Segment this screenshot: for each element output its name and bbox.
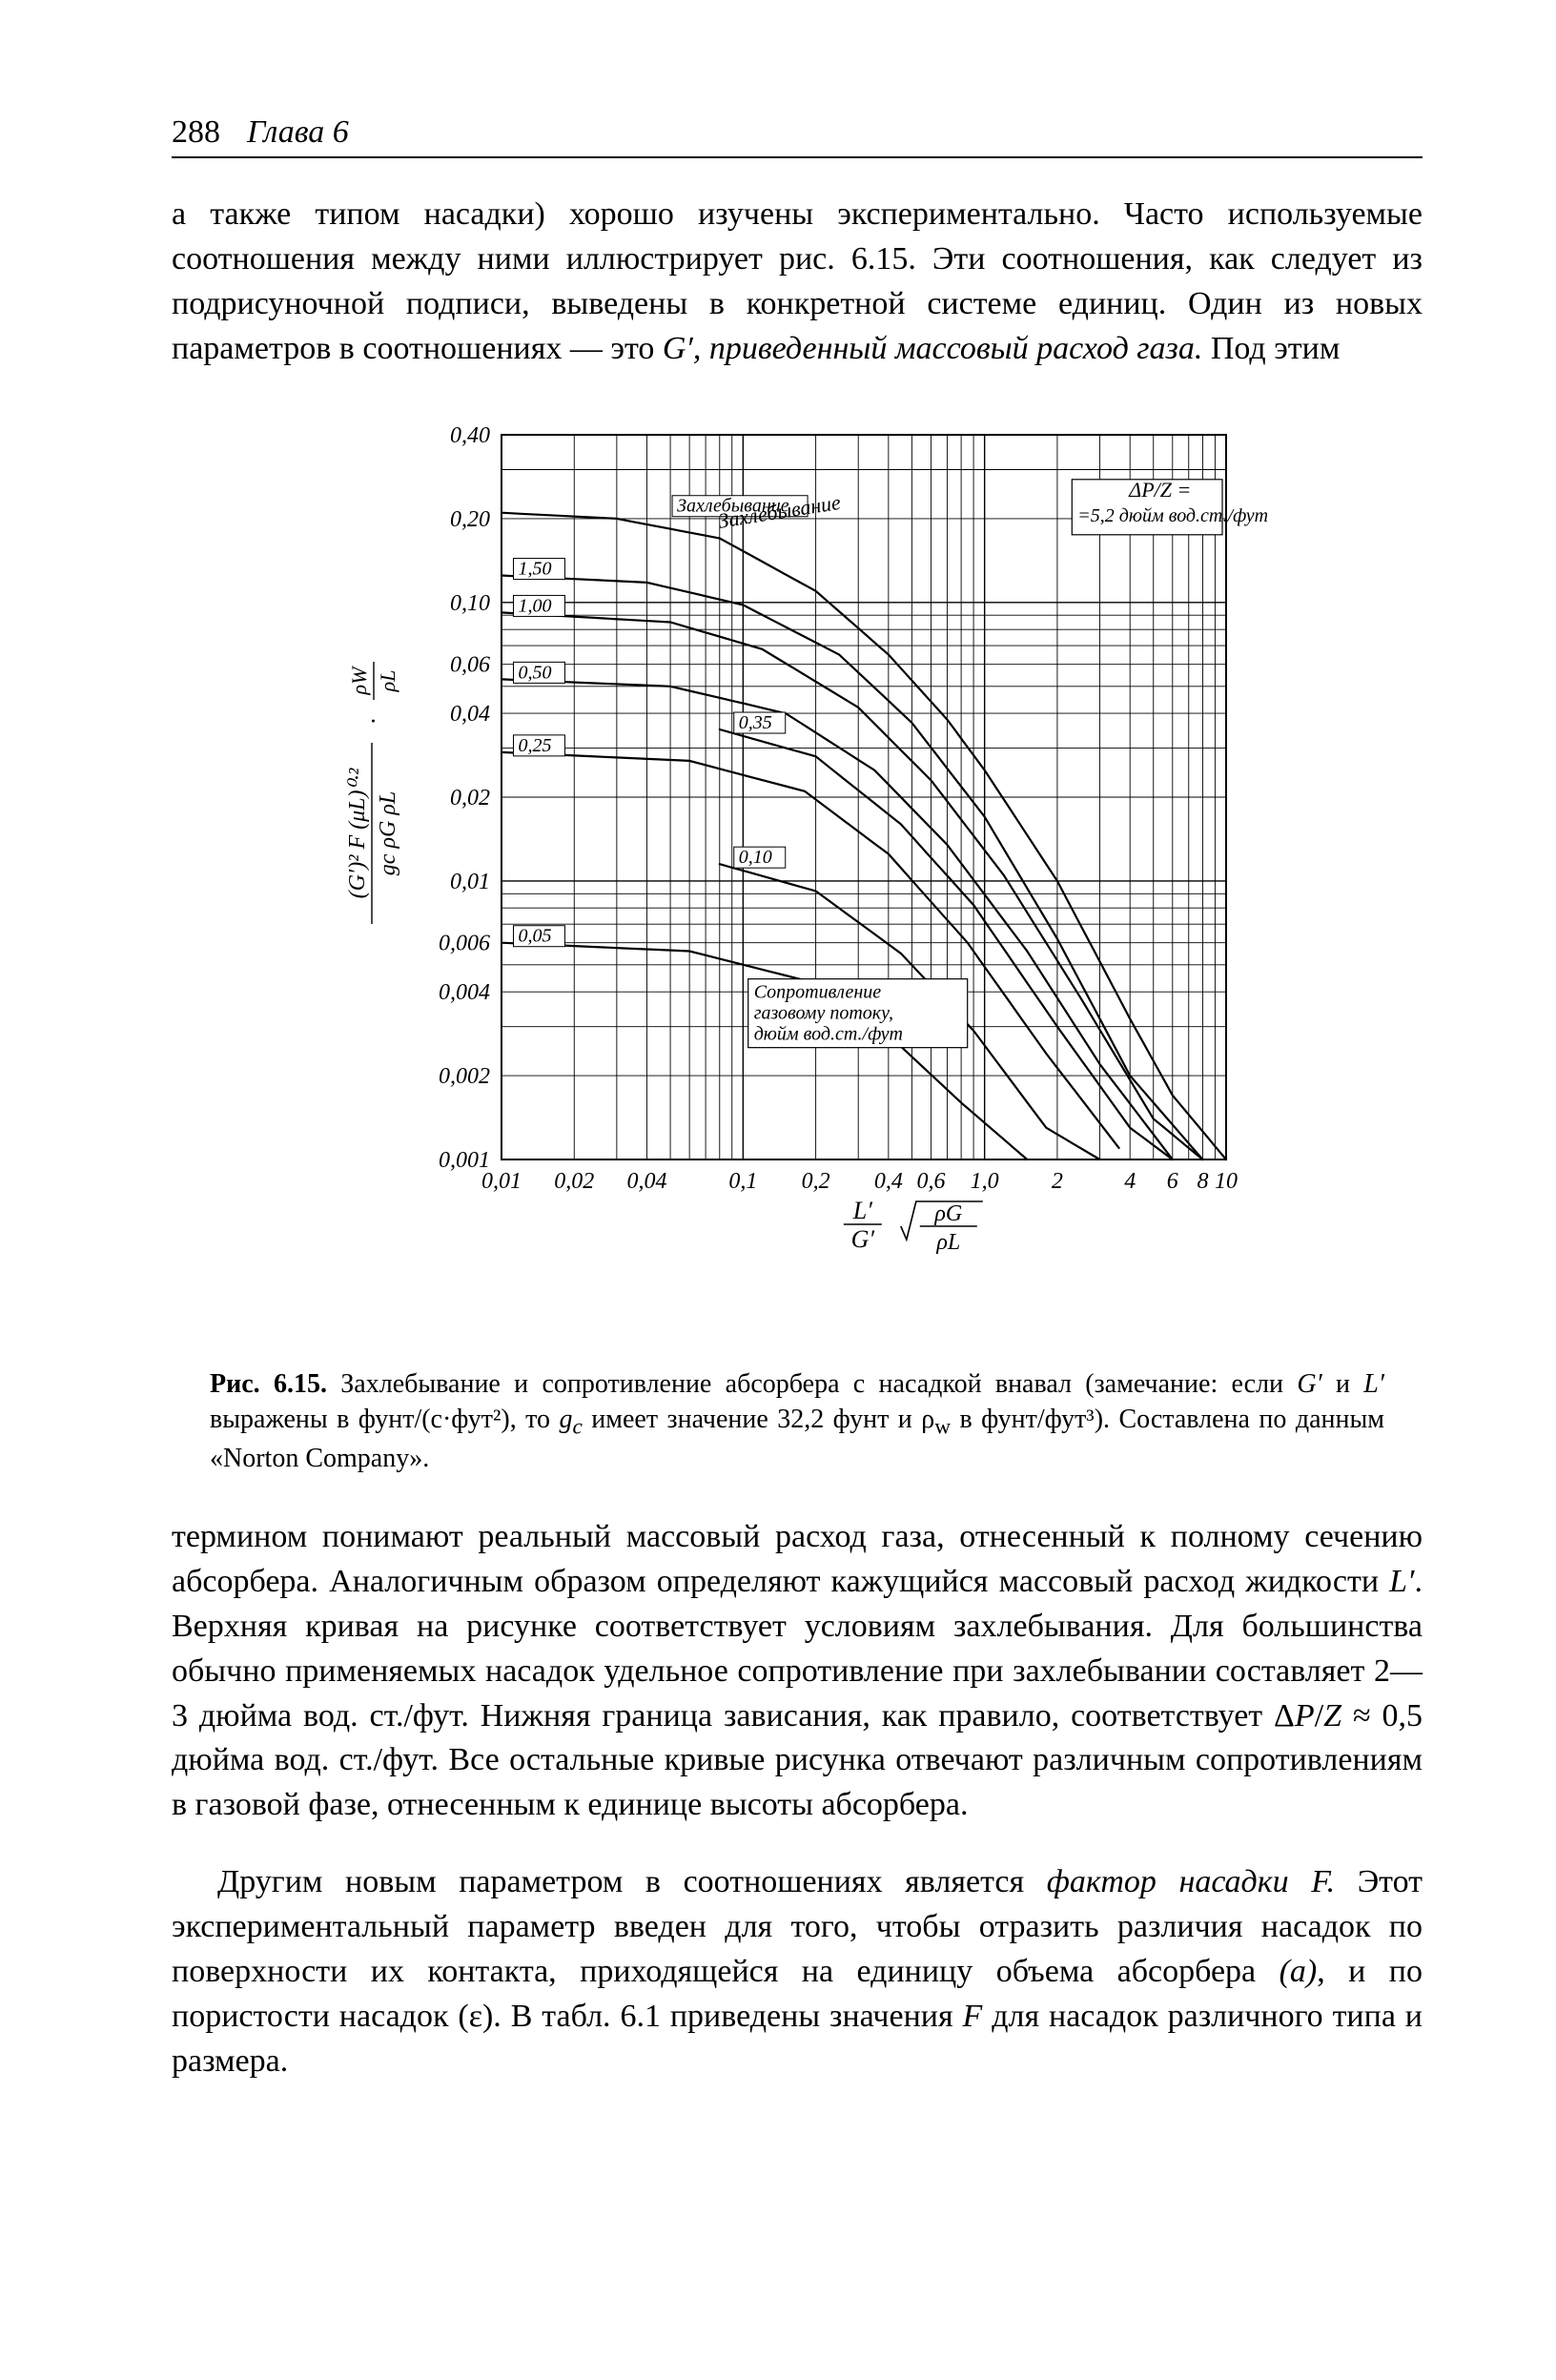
svg-text:ρG: ρG: [933, 1201, 962, 1226]
svg-text:4: 4: [1124, 1169, 1136, 1194]
svg-text:6: 6: [1167, 1169, 1178, 1194]
svg-text:1,0: 1,0: [971, 1169, 999, 1194]
svg-text:0,02: 0,02: [450, 786, 490, 810]
svg-text:0,004: 0,004: [439, 980, 490, 1005]
svg-text:ρL: ρL: [935, 1230, 960, 1255]
svg-text:=5,2 дюйм вод.ст./фут: =5,2 дюйм вод.ст./фут: [1077, 504, 1268, 525]
figure-6-15: 0,0010,0020,0040,0060,010,020,040,060,10…: [311, 406, 1283, 1341]
page-number: 288: [172, 114, 220, 151]
svg-text:дюйм вод.ст./фут: дюйм вод.ст./фут: [754, 1023, 903, 1044]
svg-text:0,01: 0,01: [481, 1169, 522, 1194]
svg-text:0,4: 0,4: [874, 1169, 903, 1194]
svg-text:1,50: 1,50: [518, 558, 551, 579]
svg-text:0,04: 0,04: [627, 1169, 667, 1194]
svg-text:0,1: 0,1: [728, 1169, 757, 1194]
svg-text:0,50: 0,50: [518, 662, 551, 683]
svg-text:0,10: 0,10: [450, 590, 490, 615]
svg-text:ΔP/Z =: ΔP/Z =: [1128, 477, 1191, 501]
svg-text:0,05: 0,05: [518, 925, 551, 946]
svg-text:газовому потоку,: газовому потоку,: [754, 1002, 893, 1023]
svg-text:0,01: 0,01: [450, 870, 490, 894]
svg-text:0,006: 0,006: [439, 931, 490, 955]
svg-text:·: ·: [359, 716, 387, 725]
paragraph-3: Другим новым параметром в соотношениях я…: [172, 1860, 1423, 2084]
svg-text:0,02: 0,02: [554, 1169, 594, 1194]
svg-text:L′: L′: [852, 1197, 872, 1224]
svg-text:0,2: 0,2: [802, 1169, 830, 1194]
paragraph-2: термином понимают реальный массовый расх…: [172, 1515, 1423, 1828]
svg-text:Сопротивление: Сопротивление: [754, 981, 882, 1002]
chapter-title: Глава 6: [247, 114, 349, 151]
chart-svg: 0,0010,0020,0040,0060,010,020,040,060,10…: [311, 406, 1283, 1341]
svg-text:gc ρG ρL: gc ρG ρL: [376, 790, 400, 874]
svg-text:0,6: 0,6: [916, 1169, 945, 1194]
svg-text:0,20: 0,20: [450, 507, 490, 532]
svg-text:0,40: 0,40: [450, 423, 490, 448]
svg-text:G′: G′: [851, 1225, 875, 1253]
svg-text:10: 10: [1215, 1169, 1238, 1194]
svg-text:(G′)² F (μL)⁰·²: (G′)² F (μL)⁰·²: [345, 768, 370, 898]
svg-text:0,002: 0,002: [439, 1064, 490, 1089]
svg-text:8: 8: [1197, 1169, 1208, 1194]
svg-text:0,25: 0,25: [518, 734, 551, 755]
svg-text:0,06: 0,06: [450, 652, 490, 677]
svg-text:0,10: 0,10: [739, 847, 772, 868]
paragraph-1: а также типом насадки) хорошо изучены эк…: [172, 193, 1423, 372]
svg-text:2: 2: [1052, 1169, 1063, 1194]
svg-text:ρL: ρL: [376, 669, 399, 692]
svg-text:0,04: 0,04: [450, 702, 490, 727]
svg-text:ρW: ρW: [347, 666, 371, 696]
svg-text:1,00: 1,00: [518, 595, 551, 616]
figure-caption: Рис. 6.15. Захлебывание и сопротивление …: [210, 1367, 1384, 1477]
svg-text:0,35: 0,35: [739, 712, 772, 733]
